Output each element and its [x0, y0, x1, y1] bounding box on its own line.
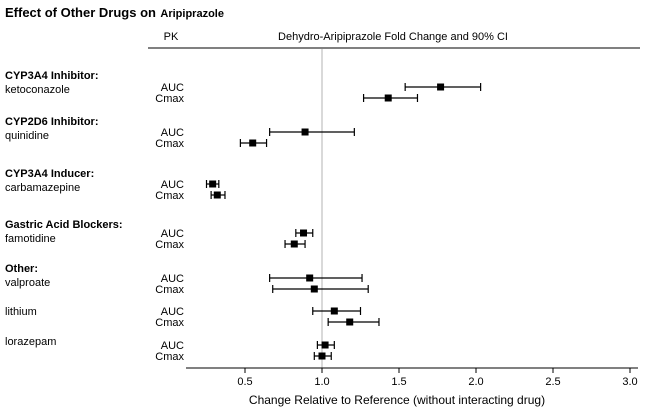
pk-label: Cmax	[155, 138, 184, 150]
point-estimate-marker	[346, 318, 354, 326]
point-estimate-marker	[301, 128, 309, 136]
group-header: CYP3A4 Inhibitor:	[5, 70, 99, 82]
point-estimate-marker	[306, 274, 314, 282]
point-estimate-marker	[213, 191, 221, 199]
point-estimate-marker	[300, 229, 308, 237]
measure-column-header: Dehydro-Aripiprazole Fold Change and 90%…	[278, 31, 508, 43]
point-estimate-marker	[290, 240, 298, 248]
x-tick-label: 3.0	[622, 376, 637, 388]
pk-label: Cmax	[155, 284, 184, 296]
pk-label: AUC	[161, 127, 184, 139]
drug-label: quinidine	[5, 130, 49, 142]
x-axis-title: Change Relative to Reference (without in…	[249, 393, 545, 407]
drug-label: ketoconazole	[5, 84, 70, 96]
drug-label: famotidine	[5, 233, 56, 245]
x-tick-label: 1.5	[391, 376, 406, 388]
pk-label: AUC	[161, 82, 184, 94]
pk-column-header: PK	[164, 31, 179, 43]
pk-label: Cmax	[155, 93, 184, 105]
point-estimate-marker	[384, 94, 392, 102]
x-tick-label: 0.5	[237, 376, 252, 388]
drug-label: lorazepam	[5, 336, 56, 348]
pk-label: AUC	[161, 179, 184, 191]
group-header: Gastric Acid Blockers:	[5, 219, 123, 231]
figure-title-drug: Aripiprazole	[160, 8, 224, 20]
pk-label: Cmax	[155, 239, 184, 251]
drug-label: carbamazepine	[5, 182, 80, 194]
pk-label: Cmax	[155, 190, 184, 202]
figure-title-main: Effect of Other Drugs on	[5, 5, 156, 20]
point-estimate-marker	[310, 285, 318, 293]
point-estimate-marker	[330, 307, 338, 315]
point-estimate-marker	[321, 341, 329, 349]
group-header: Other:	[5, 263, 38, 275]
pk-label: Cmax	[155, 317, 184, 329]
group-header: CYP3A4 Inducer:	[5, 168, 94, 180]
point-estimate-marker	[318, 352, 326, 360]
x-tick-label: 1.0	[314, 376, 329, 388]
drug-label: valproate	[5, 277, 50, 289]
pk-label: AUC	[161, 306, 184, 318]
drug-label: lithium	[5, 306, 37, 318]
figure-title: Effect of Other Drugs on Aripiprazole	[5, 4, 224, 22]
pk-label: AUC	[161, 340, 184, 352]
x-tick-label: 2.5	[545, 376, 560, 388]
x-tick-label: 2.0	[468, 376, 483, 388]
pk-label: AUC	[161, 228, 184, 240]
point-estimate-marker	[209, 180, 217, 188]
point-estimate-marker	[437, 83, 445, 91]
group-header: CYP2D6 Inhibitor:	[5, 116, 99, 128]
point-estimate-marker	[249, 139, 257, 147]
pk-label: AUC	[161, 273, 184, 285]
pk-label: Cmax	[155, 351, 184, 363]
